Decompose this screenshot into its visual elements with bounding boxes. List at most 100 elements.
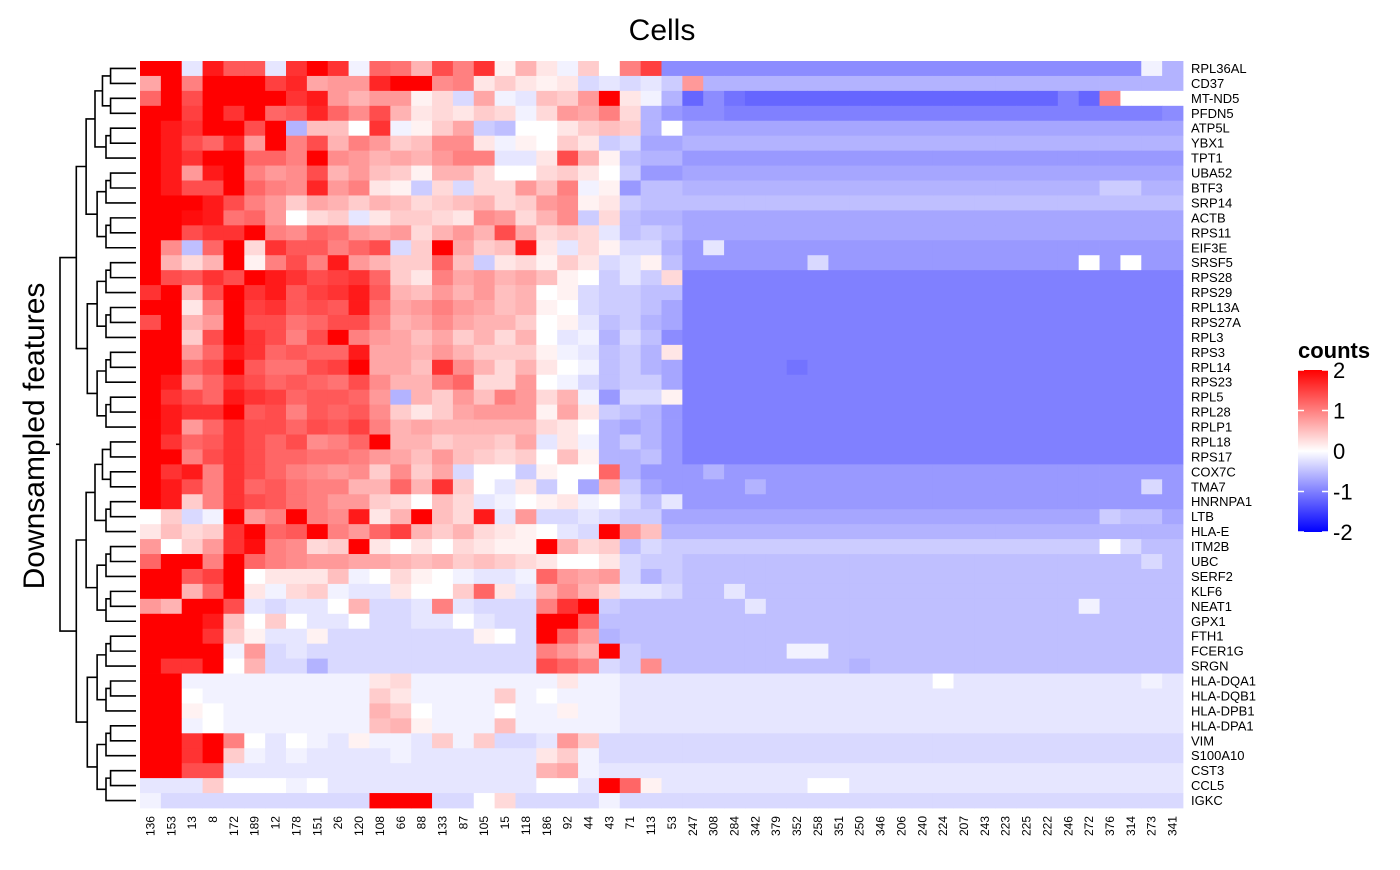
heatmap-cell — [160, 404, 183, 420]
heatmap-cell — [557, 613, 579, 630]
heatmap-cell — [598, 180, 621, 196]
heatmap-cell — [953, 748, 975, 764]
heatmap-cell — [244, 539, 266, 555]
heatmap-cell — [223, 285, 245, 301]
heatmap-cell — [995, 718, 1017, 734]
heatmap-cell — [870, 673, 892, 689]
heatmap-cell — [682, 61, 704, 77]
heatmap-cell — [306, 195, 329, 211]
heatmap-cell — [995, 210, 1017, 226]
row-label: SRSF5 — [1191, 255, 1233, 270]
heatmap-cell — [1057, 598, 1080, 615]
heatmap-cell — [1141, 180, 1163, 196]
heatmap-cell — [140, 255, 162, 271]
row-label: RPL18 — [1191, 434, 1231, 449]
heatmap-cell — [619, 643, 642, 659]
heatmap-cell — [1120, 165, 1142, 181]
heatmap-cell — [661, 300, 683, 316]
heatmap-cell — [661, 120, 683, 137]
heatmap-cell — [557, 688, 579, 704]
dendrogram-branch — [96, 280, 106, 327]
heatmap-cell — [953, 270, 975, 286]
row-dendrogram — [56, 67, 136, 802]
heatmap-cell — [640, 404, 662, 420]
heatmap-cell — [1057, 688, 1080, 704]
heatmap-cell — [974, 434, 996, 450]
heatmap-cell — [953, 180, 975, 196]
heatmap-cell — [932, 524, 954, 540]
heatmap-cell — [140, 613, 162, 630]
heatmap-cell — [995, 613, 1017, 630]
heatmap-cell — [1141, 285, 1163, 301]
heatmap-cell — [682, 344, 704, 361]
heatmap-cell — [1162, 344, 1184, 361]
heatmap-cell — [265, 285, 287, 301]
heatmap-cell — [849, 225, 871, 241]
heatmap-cell — [828, 598, 850, 615]
heatmap-cell — [160, 150, 183, 166]
heatmap-cell — [1057, 613, 1080, 630]
heatmap-cell — [724, 374, 746, 391]
heatmap-cell — [578, 75, 600, 92]
heatmap-cell — [828, 793, 850, 809]
heatmap-cell — [494, 195, 516, 211]
heatmap-cell — [160, 329, 183, 346]
heatmap-cell — [557, 75, 579, 92]
heatmap-cell — [515, 105, 537, 122]
heatmap-cell — [995, 255, 1017, 271]
heatmap-cell — [1057, 120, 1080, 137]
heatmap-cell — [1016, 240, 1038, 256]
heatmap-cell — [661, 688, 683, 704]
heatmap-cell — [473, 494, 496, 510]
heatmap-cell — [473, 165, 496, 181]
heatmap-cell — [140, 285, 162, 301]
heatmap-cell — [974, 359, 996, 376]
heatmap-cell — [202, 628, 224, 645]
heatmap-cell — [223, 793, 245, 809]
heatmap-cell — [828, 583, 850, 600]
heatmap-cell — [995, 150, 1017, 166]
column-label: 376 — [1103, 816, 1117, 836]
heatmap-cell — [160, 419, 183, 435]
legend-tick-label: 2 — [1333, 358, 1345, 383]
heatmap-cell — [1057, 763, 1080, 779]
heatmap-cell — [244, 598, 266, 615]
heatmap-cell — [244, 255, 266, 271]
heatmap-cell — [432, 105, 454, 122]
heatmap-cell — [640, 180, 662, 196]
heatmap-cell — [849, 494, 871, 510]
heatmap-cell — [1141, 703, 1163, 719]
heatmap-cell — [369, 285, 391, 301]
heatmap-cell — [494, 300, 516, 316]
heatmap-cell — [1078, 344, 1100, 361]
heatmap-cell — [327, 374, 349, 391]
heatmap-cell — [765, 419, 788, 435]
heatmap-cell — [578, 449, 600, 465]
heatmap-cell — [724, 449, 746, 465]
heatmap-cell — [390, 449, 412, 465]
heatmap-cell — [140, 718, 162, 734]
heatmap-cell — [661, 583, 683, 600]
heatmap-cell — [870, 180, 892, 196]
heatmap-cell — [932, 285, 954, 301]
heatmap-cell — [536, 61, 558, 77]
heatmap-cell — [1120, 643, 1142, 659]
heatmap-cell — [953, 464, 975, 480]
heatmap-cell — [890, 494, 913, 510]
heatmap-cell — [411, 778, 433, 794]
heatmap-cell — [724, 568, 746, 585]
heatmap-cell — [140, 509, 162, 525]
heatmap-cell — [932, 658, 954, 674]
heatmap-cell — [849, 389, 871, 406]
heatmap-cell — [890, 688, 913, 704]
heatmap-cell — [1057, 524, 1080, 540]
heatmap-cell — [703, 494, 725, 510]
heatmap-cell — [1162, 494, 1184, 510]
heatmap-cell — [598, 509, 621, 525]
row-label: SERF2 — [1191, 569, 1233, 584]
heatmap-cell — [828, 494, 850, 510]
heatmap-cell — [515, 404, 537, 420]
heatmap-cell — [953, 568, 975, 585]
heatmap-cell — [682, 793, 704, 809]
heatmap-cell — [1099, 285, 1121, 301]
